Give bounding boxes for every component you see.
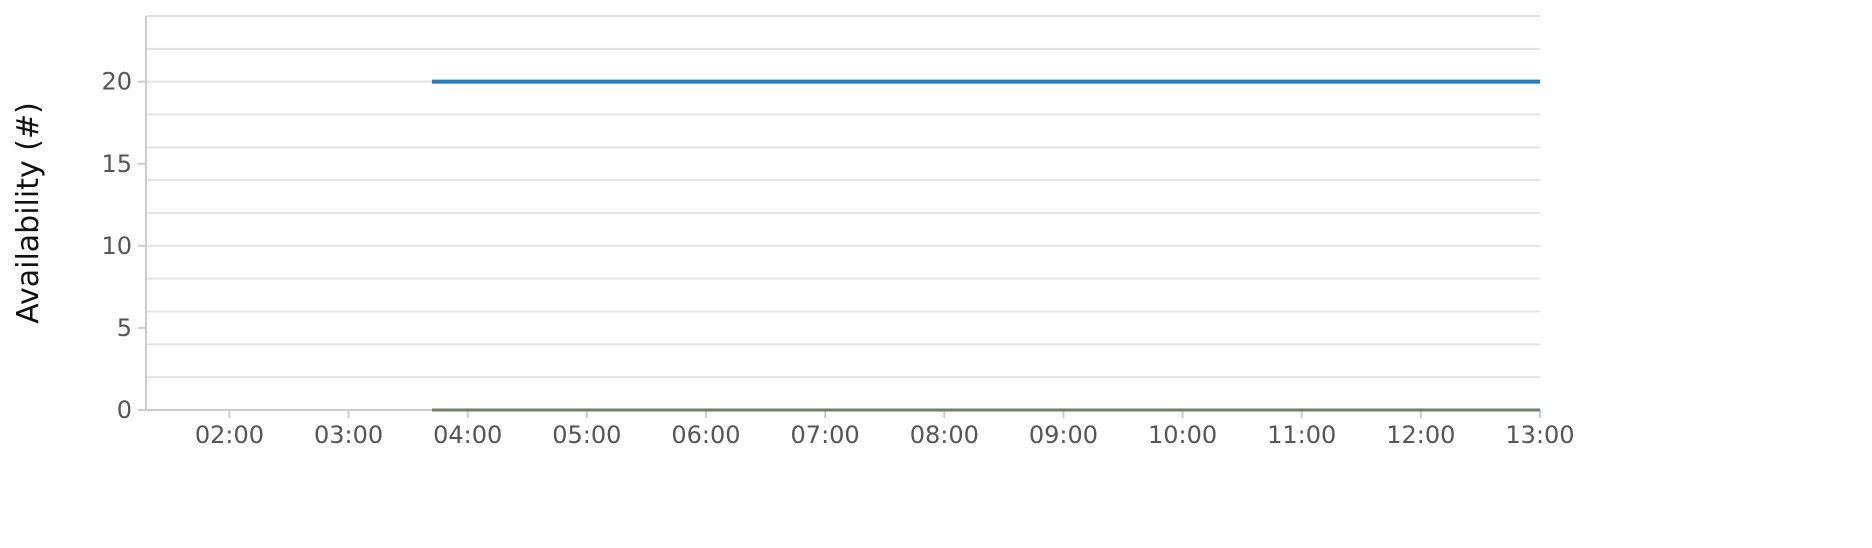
y-tick-label-15: 15 (101, 150, 132, 178)
grid-layer (146, 15, 1540, 379)
series-layer (431, 79, 1540, 412)
x-tick-label-02:00: 02:00 (195, 421, 264, 449)
y-tick-label-20: 20 (101, 68, 132, 96)
x-tick-label-04:00: 04:00 (433, 421, 502, 449)
x-tick-label-06:00: 06:00 (671, 421, 740, 449)
x-tick-label-13:00: 13:00 (1505, 421, 1574, 449)
x-tick-label-03:00: 03:00 (314, 421, 383, 449)
y-tick-label-0: 0 (117, 396, 132, 424)
x-tick-label-07:00: 07:00 (791, 421, 860, 449)
x-tick-label-08:00: 08:00 (910, 421, 979, 449)
label-layer: 0 5 10 15 20 02:00 03:00 04:00 05:00 06:00 07:00 08… (101, 68, 1574, 449)
axis-layer (138, 16, 1541, 418)
y-tick-label-5: 5 (117, 314, 132, 342)
x-tick-label-10:00: 10:00 (1148, 421, 1217, 449)
x-tick-label-12:00: 12:00 (1386, 421, 1455, 449)
y-axis-title: Availability (#) (11, 102, 46, 324)
x-tick-label-09:00: 09:00 (1029, 421, 1098, 449)
y-tick-label-10: 10 (101, 232, 132, 260)
x-tick-label-11:00: 11:00 (1267, 421, 1336, 449)
x-tick-label-05:00: 05:00 (552, 421, 621, 449)
